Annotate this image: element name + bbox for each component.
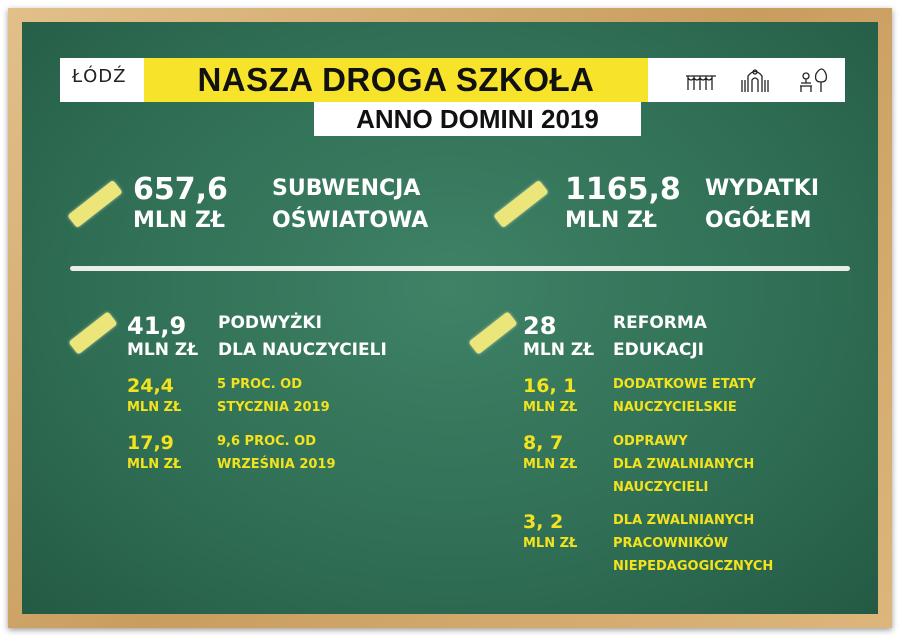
sub-value: 3, 2 — [523, 511, 564, 533]
sub-value: 16, 1 — [523, 375, 577, 397]
expenses-label: WYDATKI — [705, 176, 820, 201]
page-title: NASZA DROGA SZKOŁA — [144, 58, 648, 102]
raises-label: PODWYŻKI — [218, 313, 322, 333]
sub-unit: MLN ZŁ — [127, 400, 182, 415]
expenses-label-2: OGÓŁEM — [705, 208, 812, 233]
sub-value: 8, 7 — [523, 432, 564, 454]
reform-value: 28 — [523, 312, 557, 340]
sub-unit: MLN ZŁ — [523, 536, 578, 551]
sub-unit: MLN ZŁ — [523, 457, 578, 472]
subsidy-label-2: OŚWIATOWA — [272, 208, 429, 233]
sub-label: DLA ZWALNIANYCH — [613, 457, 755, 472]
reform-label: REFORMA — [613, 313, 707, 333]
sub-unit: MLN ZŁ — [127, 457, 182, 472]
subsidy-label: SUBWENCJA — [272, 176, 421, 201]
sub-label: NAUCZYCIELI — [613, 480, 709, 495]
sub-label: NAUCZYCIELSKIE — [613, 400, 737, 415]
sub-label: PRACOWNIKÓW — [613, 536, 729, 551]
raises-unit: MLN ZŁ — [127, 340, 199, 360]
sub-label: DODATKOWE ETATY — [613, 377, 756, 392]
sub-label: STYCZNIA 2019 — [217, 400, 330, 415]
sub-label: DLA ZWALNIANYCH — [613, 513, 755, 528]
sub-unit: MLN ZŁ — [523, 400, 578, 415]
sub-value: 17,9 — [127, 432, 174, 454]
sub-label: 9,6 PROC. OD — [217, 434, 316, 449]
expenses-value: 1165,8 — [565, 172, 681, 207]
reform-unit: MLN ZŁ — [523, 340, 595, 360]
sub-label: 5 PROC. OD — [217, 377, 303, 392]
raises-label-2: DLA NAUCZYCIELI — [218, 340, 387, 360]
raises-value: 41,9 — [127, 312, 187, 340]
chalk-divider — [70, 266, 850, 271]
sub-label: WRZEŚNIA 2019 — [217, 457, 336, 472]
page-subtitle: ANNO DOMINI 2019 — [314, 102, 641, 136]
lodz-logo: ŁÓDŹ — [72, 66, 127, 87]
subsidy-unit: MLN ZŁ — [133, 208, 226, 233]
arcade-icon — [686, 75, 716, 90]
sub-label: NIEPEDAGOGICZNYCH — [613, 559, 774, 574]
reform-label-2: EDUKACJI — [613, 340, 704, 360]
sub-value: 24,4 — [127, 375, 174, 397]
gate-icon — [741, 69, 769, 92]
sub-label: ODPRAWY — [613, 434, 688, 449]
subsidy-value: 657,6 — [133, 172, 228, 207]
park-bench-icon — [800, 68, 828, 92]
expenses-unit: MLN ZŁ — [565, 208, 658, 233]
